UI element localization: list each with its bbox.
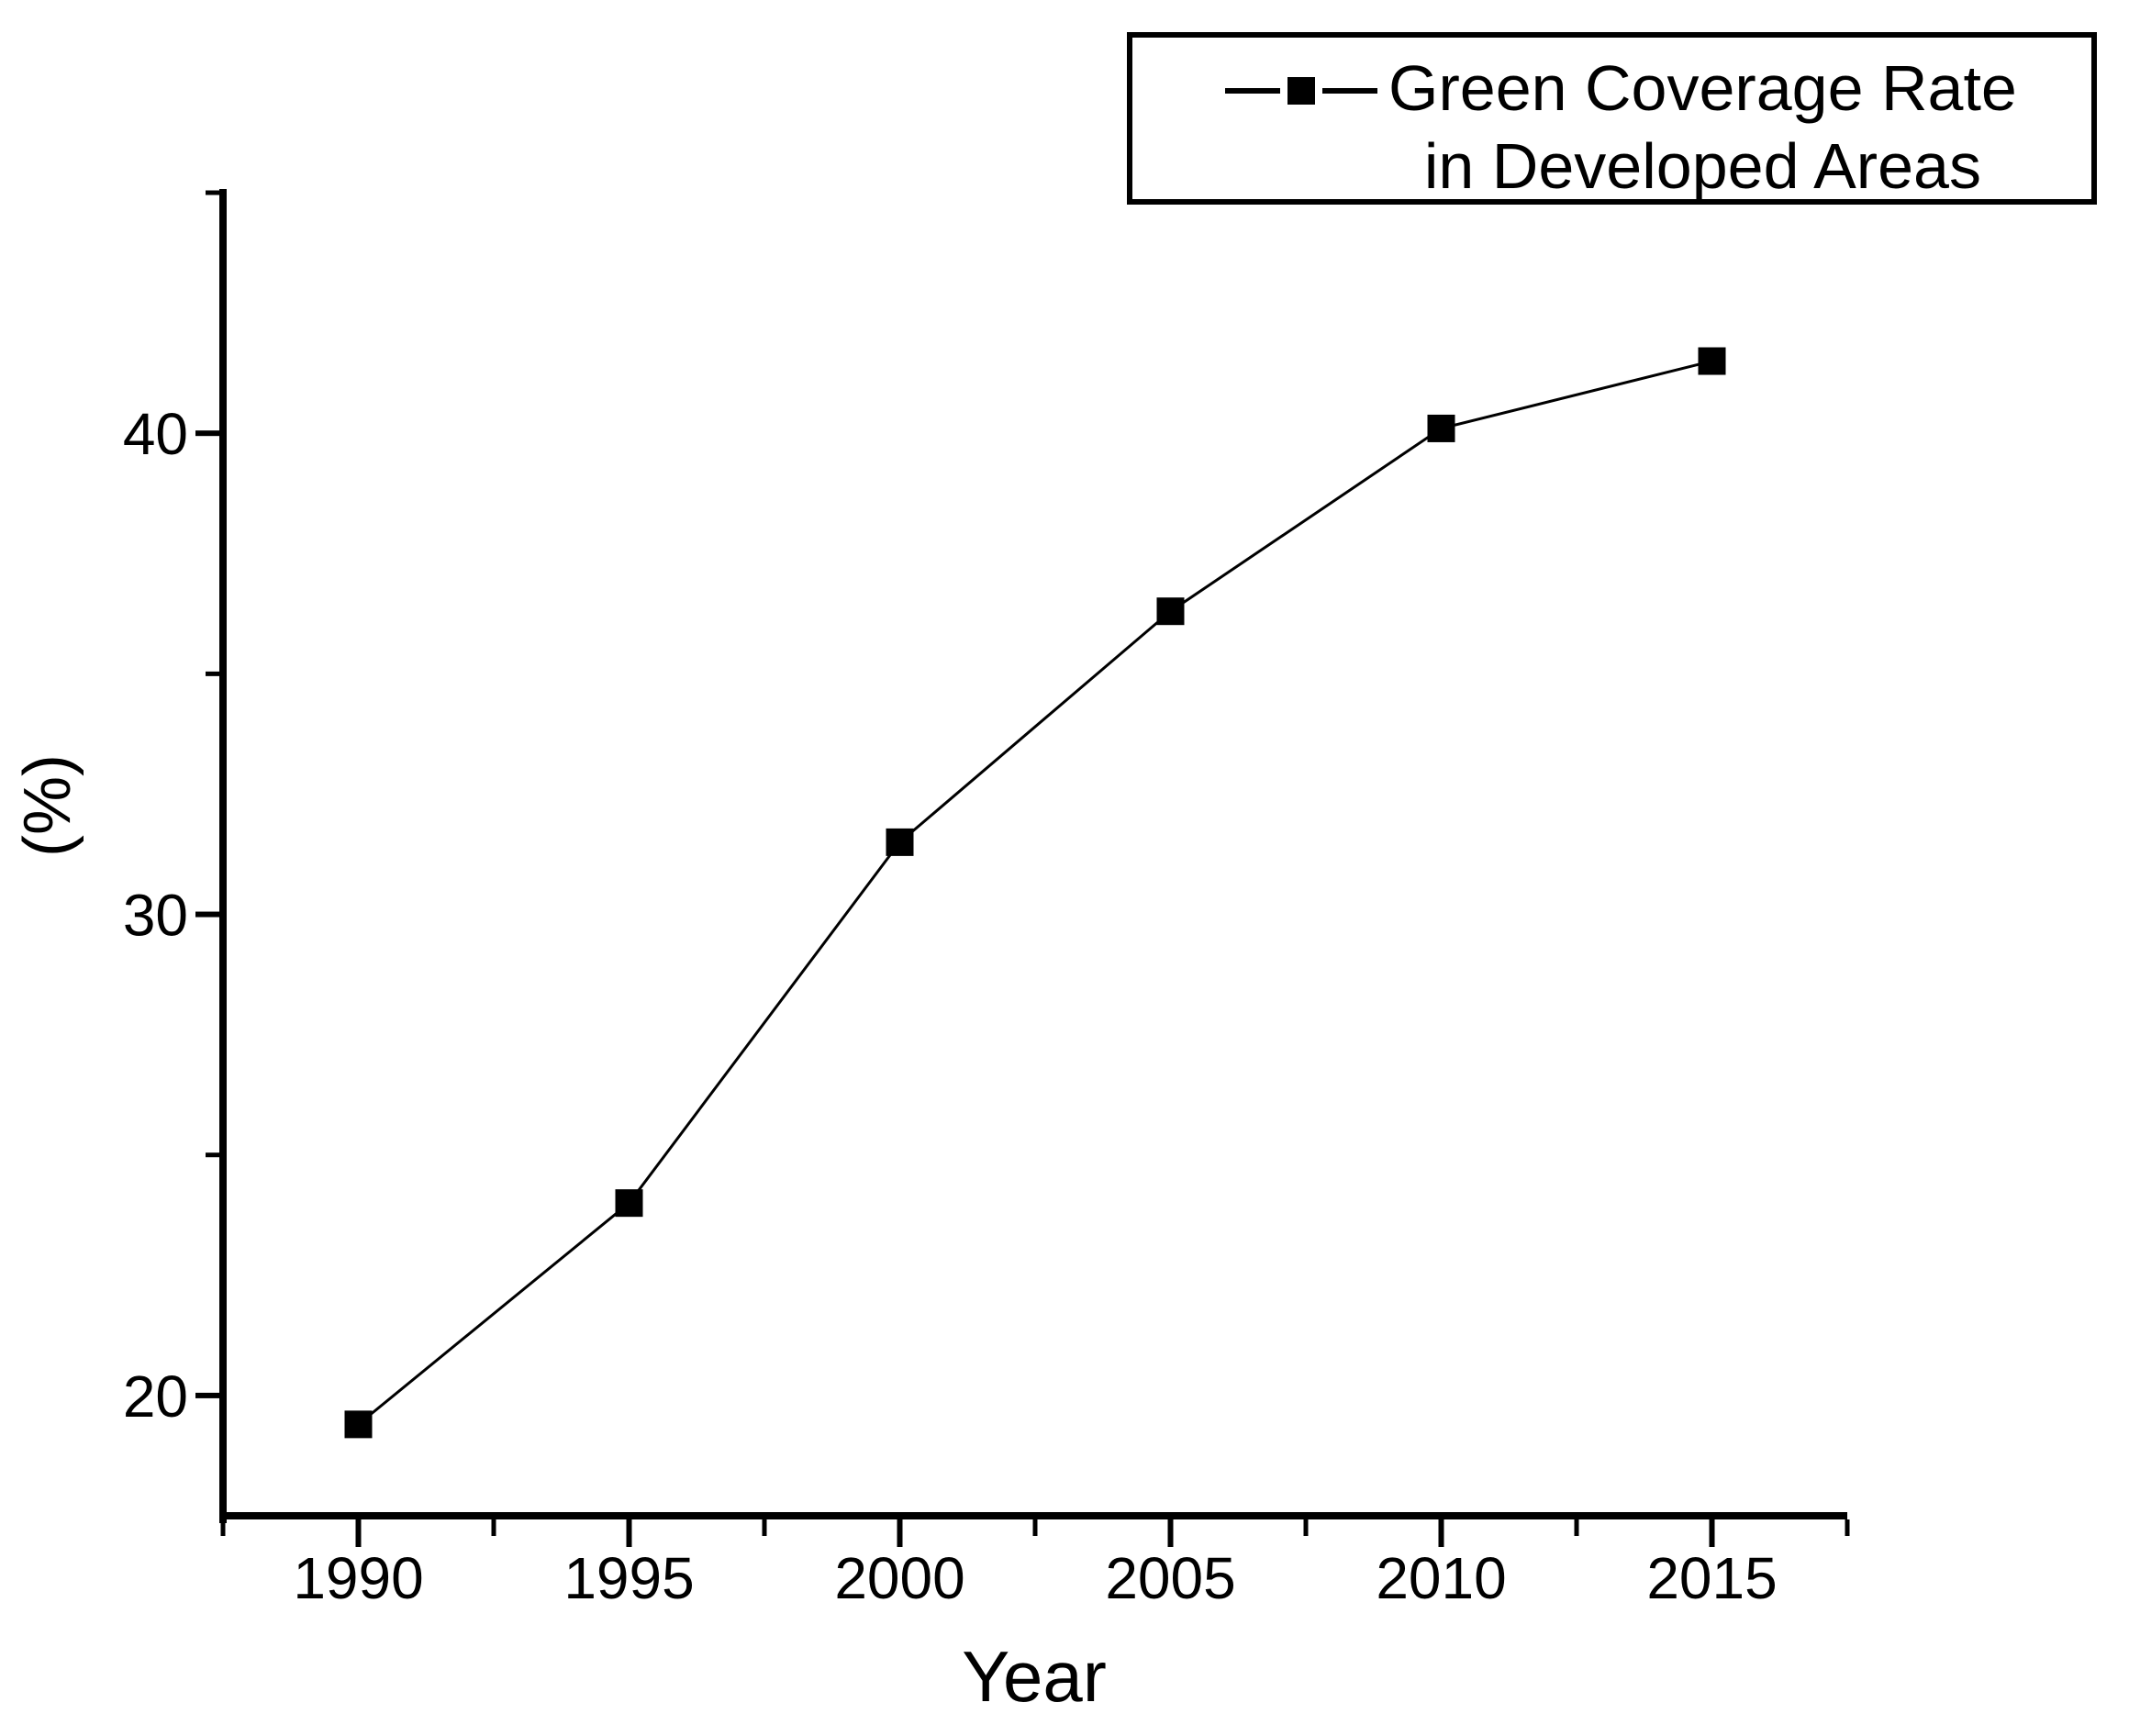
y-major-tick (195, 430, 219, 437)
legend-square-icon (1287, 77, 1315, 105)
x-major-tick (626, 1519, 632, 1547)
x-tick-label: 2015 (1646, 1545, 1777, 1611)
y-minor-tick (206, 671, 219, 676)
y-major-tick (195, 911, 219, 918)
x-minor-tick (1845, 1519, 1850, 1536)
y-axis-label: (%) (11, 754, 84, 857)
x-major-tick (1709, 1519, 1715, 1547)
x-minor-tick (1574, 1519, 1579, 1536)
x-axis-label: Year (962, 1636, 1107, 1717)
x-minor-tick (762, 1519, 767, 1536)
y-tick-label: 30 (123, 883, 188, 949)
x-major-tick (1167, 1519, 1174, 1547)
legend-label: Green Coverage Rate in Developed Areas (1388, 50, 2017, 206)
x-tick-label: 2005 (1105, 1545, 1235, 1611)
y-minor-tick (206, 1152, 219, 1158)
x-minor-tick (1032, 1519, 1038, 1536)
x-major-tick (1438, 1519, 1444, 1547)
x-tick-label: 1990 (293, 1545, 423, 1611)
legend-marker-sample (1225, 77, 1377, 105)
x-minor-tick (220, 1519, 226, 1536)
data-point-marker (615, 1189, 643, 1218)
y-major-tick (195, 1392, 219, 1398)
x-tick-label: 2010 (1376, 1545, 1506, 1611)
legend-line-icon (1322, 88, 1377, 94)
data-point-marker (1156, 597, 1185, 626)
data-point-marker (886, 828, 914, 856)
x-minor-tick (491, 1519, 496, 1536)
x-tick-label: 1995 (563, 1545, 694, 1611)
x-major-tick (897, 1519, 903, 1547)
series-line (357, 360, 1712, 1426)
legend: Green Coverage Rate in Developed Areas (1127, 32, 2097, 205)
legend-label-line2: in Developed Areas (1423, 130, 1981, 202)
y-tick-label: 40 (123, 401, 188, 467)
x-major-tick (355, 1519, 362, 1547)
x-minor-tick (1303, 1519, 1309, 1536)
x-tick-label: 2000 (834, 1545, 964, 1611)
y-axis (219, 189, 227, 1523)
legend-label-line1: Green Coverage Rate (1388, 52, 2017, 124)
data-point-marker (1427, 414, 1455, 442)
legend-line-icon (1225, 88, 1280, 94)
data-point-marker (1698, 347, 1726, 375)
x-axis (219, 1512, 1847, 1519)
y-tick-label: 20 (123, 1363, 188, 1430)
y-minor-tick (206, 190, 219, 195)
data-point-marker (344, 1410, 373, 1439)
